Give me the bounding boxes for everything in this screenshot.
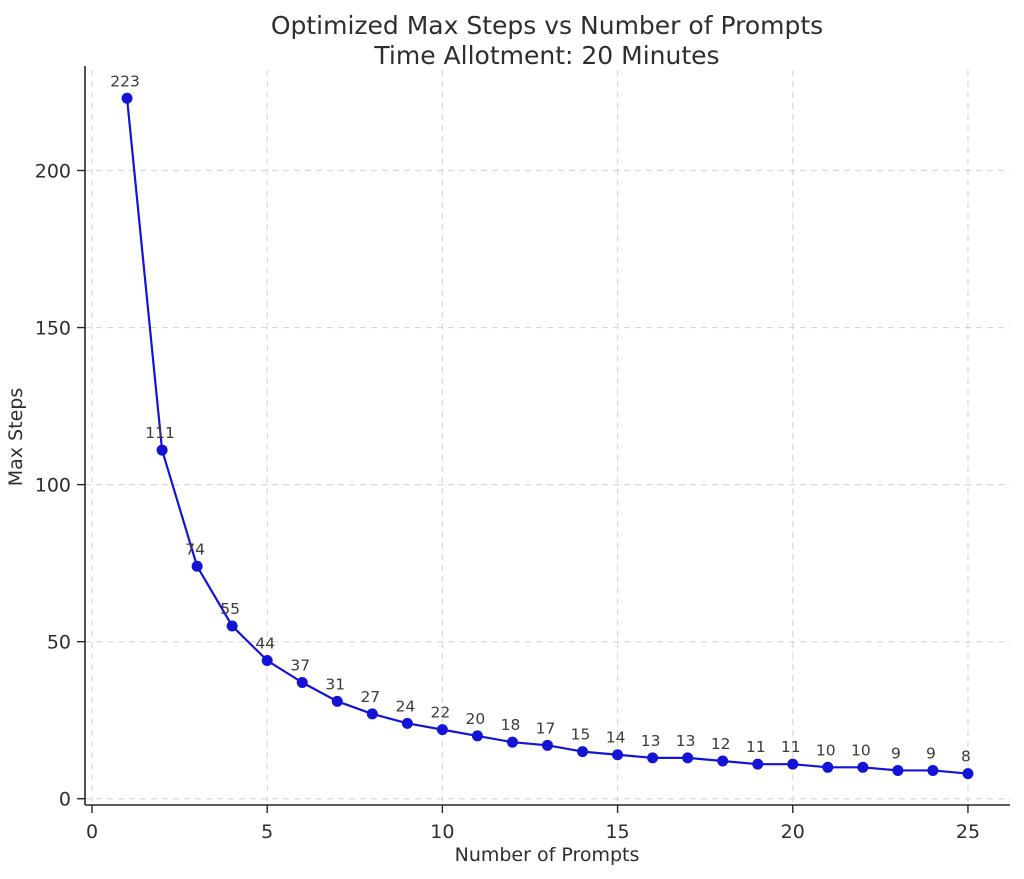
point-value-label: 37 bbox=[290, 657, 310, 675]
data-point bbox=[261, 655, 273, 667]
x-tick-label: 5 bbox=[261, 821, 273, 843]
y-tick-label: 200 bbox=[35, 161, 71, 183]
data-point bbox=[121, 92, 133, 104]
chart-subtitle: Time Allotment: 20 Minutes bbox=[373, 41, 719, 70]
point-value-label: 10 bbox=[851, 741, 871, 759]
data-point bbox=[401, 717, 413, 729]
data-point bbox=[612, 749, 624, 761]
x-tick-label: 20 bbox=[781, 821, 805, 843]
point-value-label: 22 bbox=[431, 704, 451, 722]
data-point bbox=[191, 560, 203, 572]
data-point bbox=[471, 730, 483, 742]
point-value-label: 223 bbox=[110, 72, 140, 90]
point-value-label: 12 bbox=[711, 735, 731, 753]
data-point bbox=[506, 736, 518, 748]
point-value-label: 24 bbox=[395, 697, 415, 715]
data-point bbox=[927, 764, 939, 776]
x-tick-label: 15 bbox=[605, 821, 629, 843]
point-value-label: 8 bbox=[961, 748, 971, 766]
data-point bbox=[892, 764, 904, 776]
point-value-label: 74 bbox=[185, 540, 205, 558]
y-tick-label: 150 bbox=[35, 318, 71, 340]
point-value-label: 11 bbox=[746, 738, 766, 756]
chart-title: Optimized Max Steps vs Number of Prompts bbox=[271, 11, 823, 40]
point-value-label: 9 bbox=[926, 744, 936, 762]
data-point bbox=[542, 739, 553, 751]
point-value-label: 13 bbox=[676, 732, 696, 750]
data-point bbox=[331, 695, 343, 707]
y-tick-label: 0 bbox=[59, 789, 71, 811]
point-value-label: 44 bbox=[255, 635, 275, 653]
grid-layer bbox=[85, 70, 1010, 805]
point-value-label: 14 bbox=[606, 729, 626, 747]
point-value-label: 15 bbox=[571, 726, 591, 744]
data-point bbox=[296, 677, 308, 688]
point-value-label: 13 bbox=[641, 732, 661, 750]
x-tick-label: 0 bbox=[86, 821, 98, 843]
y-tick-label: 100 bbox=[35, 475, 71, 497]
data-point bbox=[647, 752, 659, 764]
data-point bbox=[822, 761, 834, 773]
y-tick-label: 50 bbox=[47, 632, 71, 654]
data-point bbox=[226, 620, 238, 632]
point-value-label: 11 bbox=[781, 738, 801, 756]
point-value-label: 9 bbox=[891, 744, 901, 762]
data-point bbox=[366, 708, 378, 720]
x-axis-label: Number of Prompts bbox=[455, 844, 640, 866]
data-series-layer bbox=[121, 92, 974, 780]
point-value-label: 111 bbox=[145, 424, 175, 442]
series-line bbox=[125, 97, 970, 775]
data-point bbox=[156, 444, 168, 456]
point-value-label: 10 bbox=[816, 741, 836, 759]
data-point bbox=[717, 755, 729, 767]
point-value-label: 17 bbox=[536, 719, 556, 737]
data-point bbox=[857, 761, 869, 773]
point-value-label: 55 bbox=[220, 600, 240, 618]
data-point bbox=[787, 758, 799, 770]
point-labels-layer: 223 111 74 55 44 37 31 27 24 22 20 18 17 15 14 13 13 12 11… bbox=[110, 72, 971, 765]
axes-layer: 0 5 10 15 20 25 0 50 100 150 200 bbox=[35, 66, 1010, 843]
data-point bbox=[682, 752, 694, 764]
x-tick-label: 25 bbox=[956, 821, 980, 843]
data-point bbox=[436, 724, 448, 736]
x-tick-label: 10 bbox=[430, 821, 454, 843]
data-point bbox=[577, 746, 589, 758]
y-axis-label: Max Steps bbox=[5, 388, 27, 486]
point-value-label: 27 bbox=[360, 688, 380, 706]
point-value-label: 31 bbox=[325, 675, 345, 693]
data-point bbox=[752, 758, 764, 770]
data-point bbox=[962, 768, 974, 780]
point-value-label: 20 bbox=[466, 710, 486, 728]
point-value-label: 18 bbox=[501, 716, 521, 734]
